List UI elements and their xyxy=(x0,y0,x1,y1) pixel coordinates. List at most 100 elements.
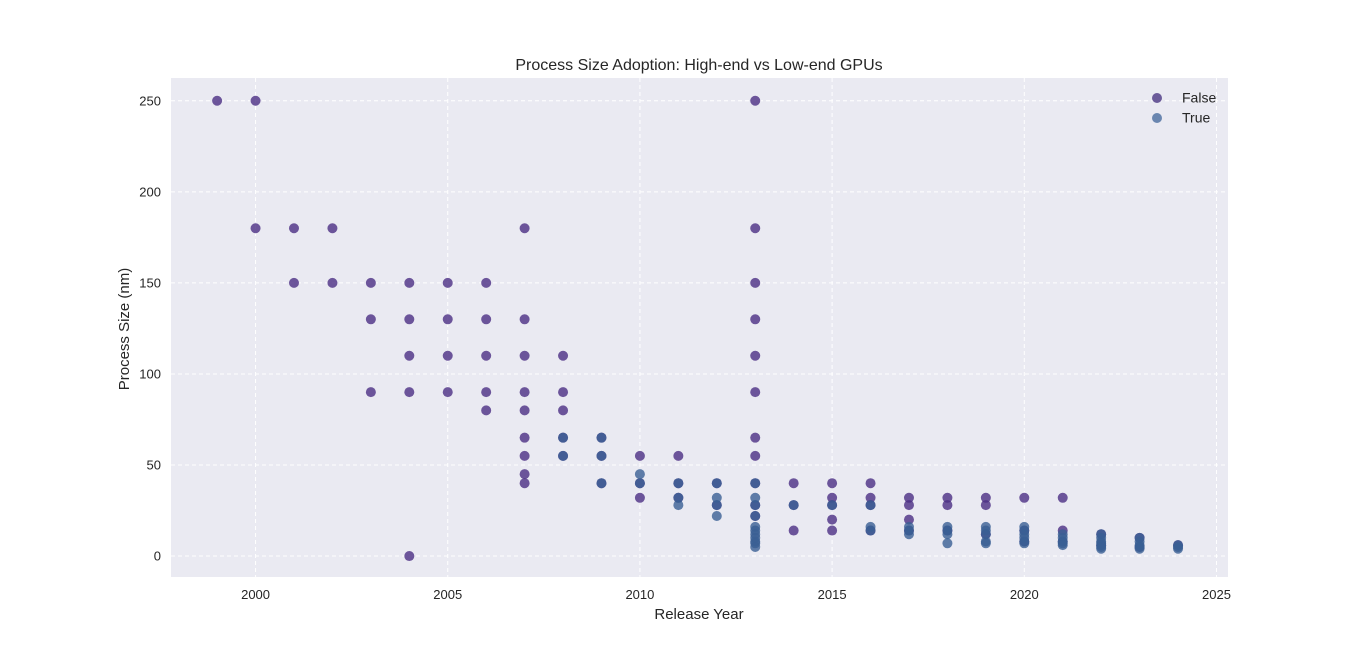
data-point xyxy=(750,314,761,325)
data-point xyxy=(596,478,607,489)
data-point xyxy=(980,529,991,540)
data-point xyxy=(1057,540,1068,551)
data-point xyxy=(673,492,684,503)
data-point xyxy=(980,538,991,549)
data-point xyxy=(1134,543,1145,554)
data-point xyxy=(827,492,838,503)
data-points xyxy=(212,95,1184,562)
data-point xyxy=(788,500,799,511)
data-point xyxy=(865,500,876,511)
y-tick-label: 150 xyxy=(139,275,161,290)
data-point xyxy=(827,514,838,525)
data-point xyxy=(903,529,914,540)
data-point xyxy=(711,478,722,489)
y-tick-label: 250 xyxy=(139,93,161,108)
data-point xyxy=(365,277,376,288)
data-point xyxy=(865,492,876,503)
data-point xyxy=(442,314,453,325)
legend-marker xyxy=(1152,93,1162,103)
data-point xyxy=(903,514,914,525)
data-point xyxy=(250,223,261,234)
chart-title: Process Size Adoption: High-end vs Low-e… xyxy=(515,57,882,74)
y-tick-label: 200 xyxy=(139,184,161,199)
legend-marker xyxy=(1152,113,1162,123)
data-point xyxy=(404,277,415,288)
y-tick-label: 0 xyxy=(154,549,161,564)
plot-area xyxy=(171,78,1228,577)
data-point xyxy=(980,500,991,511)
legend-label: False xyxy=(1182,90,1216,106)
data-point xyxy=(288,223,299,234)
data-point xyxy=(827,500,838,511)
data-point xyxy=(288,277,299,288)
x-tick-label: 2025 xyxy=(1202,587,1231,602)
data-point xyxy=(481,314,492,325)
data-point xyxy=(634,469,645,480)
x-tick-label: 2020 xyxy=(1010,587,1039,602)
data-point xyxy=(750,432,761,443)
data-point xyxy=(788,478,799,489)
data-point xyxy=(481,277,492,288)
data-point xyxy=(558,405,569,416)
data-point xyxy=(750,492,761,503)
data-point xyxy=(327,223,338,234)
data-point xyxy=(750,510,761,521)
data-point xyxy=(365,314,376,325)
data-point xyxy=(750,95,761,106)
data-point xyxy=(404,387,415,398)
data-point xyxy=(250,95,261,106)
data-point xyxy=(404,314,415,325)
data-point xyxy=(519,432,530,443)
data-point xyxy=(365,387,376,398)
data-point xyxy=(519,405,530,416)
data-point xyxy=(750,223,761,234)
data-point xyxy=(673,500,684,511)
data-point xyxy=(519,478,530,489)
data-point xyxy=(596,450,607,461)
data-point xyxy=(442,350,453,361)
data-point xyxy=(827,478,838,489)
data-point xyxy=(558,387,569,398)
data-point xyxy=(442,277,453,288)
data-point xyxy=(942,500,953,511)
y-tick-label: 100 xyxy=(139,366,161,381)
data-point xyxy=(750,450,761,461)
data-point xyxy=(327,277,338,288)
data-point xyxy=(865,478,876,489)
data-point xyxy=(558,450,569,461)
data-point xyxy=(481,405,492,416)
data-point xyxy=(827,525,838,536)
data-point xyxy=(750,541,761,552)
data-point xyxy=(481,387,492,398)
data-point xyxy=(942,529,953,540)
x-tick-labels: 2000 2005 2010 2015 2020 2025 xyxy=(241,587,1231,602)
data-point xyxy=(903,492,914,503)
data-point xyxy=(404,350,415,361)
legend-label: True xyxy=(1182,110,1210,126)
y-axis-label: Process Size (nm) xyxy=(116,268,133,391)
data-point xyxy=(634,450,645,461)
data-point xyxy=(788,525,799,536)
data-point xyxy=(750,277,761,288)
data-point xyxy=(711,500,722,511)
data-point xyxy=(634,492,645,503)
data-point xyxy=(980,492,991,503)
data-point xyxy=(634,478,645,489)
data-point xyxy=(519,450,530,461)
x-axis-label: Release Year xyxy=(654,606,743,623)
data-point xyxy=(481,350,492,361)
data-point xyxy=(519,387,530,398)
data-point xyxy=(519,223,530,234)
x-tick-label: 2005 xyxy=(433,587,462,602)
data-point xyxy=(942,492,953,503)
data-point xyxy=(519,350,530,361)
y-tick-labels: 0 50 100 150 200 250 xyxy=(139,93,161,563)
x-tick-label: 2015 xyxy=(818,587,847,602)
data-point xyxy=(558,350,569,361)
data-point xyxy=(558,432,569,443)
data-point xyxy=(596,432,607,443)
data-point xyxy=(1019,538,1030,549)
data-point xyxy=(750,478,761,489)
y-tick-label: 50 xyxy=(147,457,161,472)
